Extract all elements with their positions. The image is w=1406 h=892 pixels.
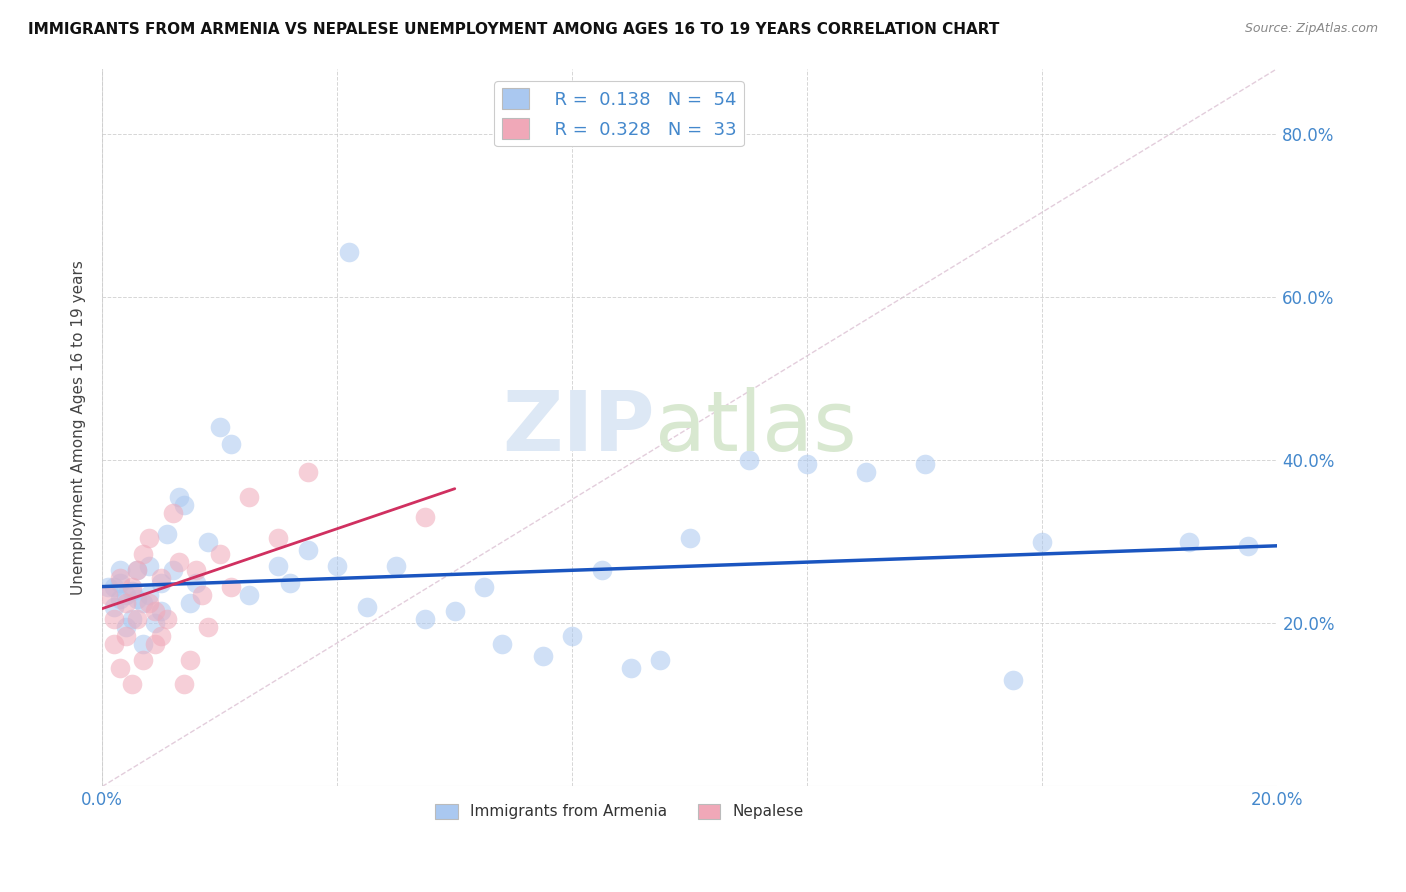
Point [108, 563, 131, 577]
Point [491, 637, 513, 651]
Point [97, 580, 120, 594]
Point [103, 612, 125, 626]
Point [132, 547, 155, 561]
Point [108, 575, 131, 590]
Point [197, 620, 219, 634]
Point [149, 575, 172, 590]
Point [132, 596, 155, 610]
Point [191, 588, 214, 602]
Point [415, 612, 437, 626]
Point [679, 531, 702, 545]
Point [114, 628, 136, 642]
Legend: Immigrants from Armenia, Nepalese: Immigrants from Armenia, Nepalese [429, 797, 810, 825]
Point [143, 616, 166, 631]
Point [208, 420, 231, 434]
Point [114, 620, 136, 634]
Point [114, 588, 136, 602]
Point [267, 559, 290, 574]
Point [855, 466, 877, 480]
Point [267, 531, 290, 545]
Point [1031, 534, 1053, 549]
Point [138, 596, 160, 610]
Point [121, 583, 143, 598]
Point [132, 653, 155, 667]
Point [238, 490, 260, 504]
Point [127, 563, 149, 577]
Point [208, 547, 231, 561]
Point [197, 534, 219, 549]
Point [173, 677, 195, 691]
Point [356, 599, 378, 614]
Point [127, 563, 149, 577]
Point [127, 591, 149, 606]
Point [443, 604, 465, 618]
Point [156, 612, 179, 626]
Point [278, 575, 301, 590]
Point [149, 604, 172, 618]
Point [186, 563, 208, 577]
Point [297, 542, 319, 557]
Point [186, 575, 208, 590]
Point [1001, 673, 1024, 688]
Point [167, 490, 190, 504]
Point [138, 531, 160, 545]
Point [385, 559, 408, 574]
Point [103, 637, 125, 651]
Point [143, 604, 166, 618]
Point [121, 612, 143, 626]
Text: atlas: atlas [655, 387, 856, 468]
Point [108, 571, 131, 585]
Point [914, 457, 936, 471]
Point [796, 457, 818, 471]
Y-axis label: Unemployment Among Ages 16 to 19 years: Unemployment Among Ages 16 to 19 years [72, 260, 86, 595]
Point [108, 591, 131, 606]
Text: Source: ZipAtlas.com: Source: ZipAtlas.com [1244, 22, 1378, 36]
Point [103, 580, 125, 594]
Text: IMMIGRANTS FROM ARMENIA VS NEPALESE UNEMPLOYMENT AMONG AGES 16 TO 19 YEARS CORRE: IMMIGRANTS FROM ARMENIA VS NEPALESE UNEM… [28, 22, 1000, 37]
Point [221, 437, 243, 451]
Point [591, 563, 613, 577]
Point [143, 637, 166, 651]
Point [620, 661, 643, 675]
Point [179, 596, 201, 610]
Point [472, 580, 495, 594]
Point [167, 555, 190, 569]
Point [162, 563, 184, 577]
Point [121, 677, 143, 691]
Point [173, 498, 195, 512]
Point [97, 588, 120, 602]
Point [1178, 534, 1201, 549]
Point [149, 571, 172, 585]
Text: ZIP: ZIP [502, 387, 655, 468]
Point [221, 580, 243, 594]
Point [1237, 539, 1260, 553]
Point [149, 628, 172, 642]
Point [156, 526, 179, 541]
Point [138, 559, 160, 574]
Point [127, 612, 149, 626]
Point [337, 245, 360, 260]
Point [138, 588, 160, 602]
Point [561, 628, 583, 642]
Point [531, 648, 554, 663]
Point [132, 637, 155, 651]
Point [650, 653, 672, 667]
Point [326, 559, 349, 574]
Point [297, 466, 319, 480]
Point [103, 599, 125, 614]
Point [238, 588, 260, 602]
Point [415, 510, 437, 524]
Point [121, 580, 143, 594]
Point [108, 661, 131, 675]
Point [162, 506, 184, 520]
Point [737, 453, 759, 467]
Point [114, 596, 136, 610]
Point [179, 653, 201, 667]
